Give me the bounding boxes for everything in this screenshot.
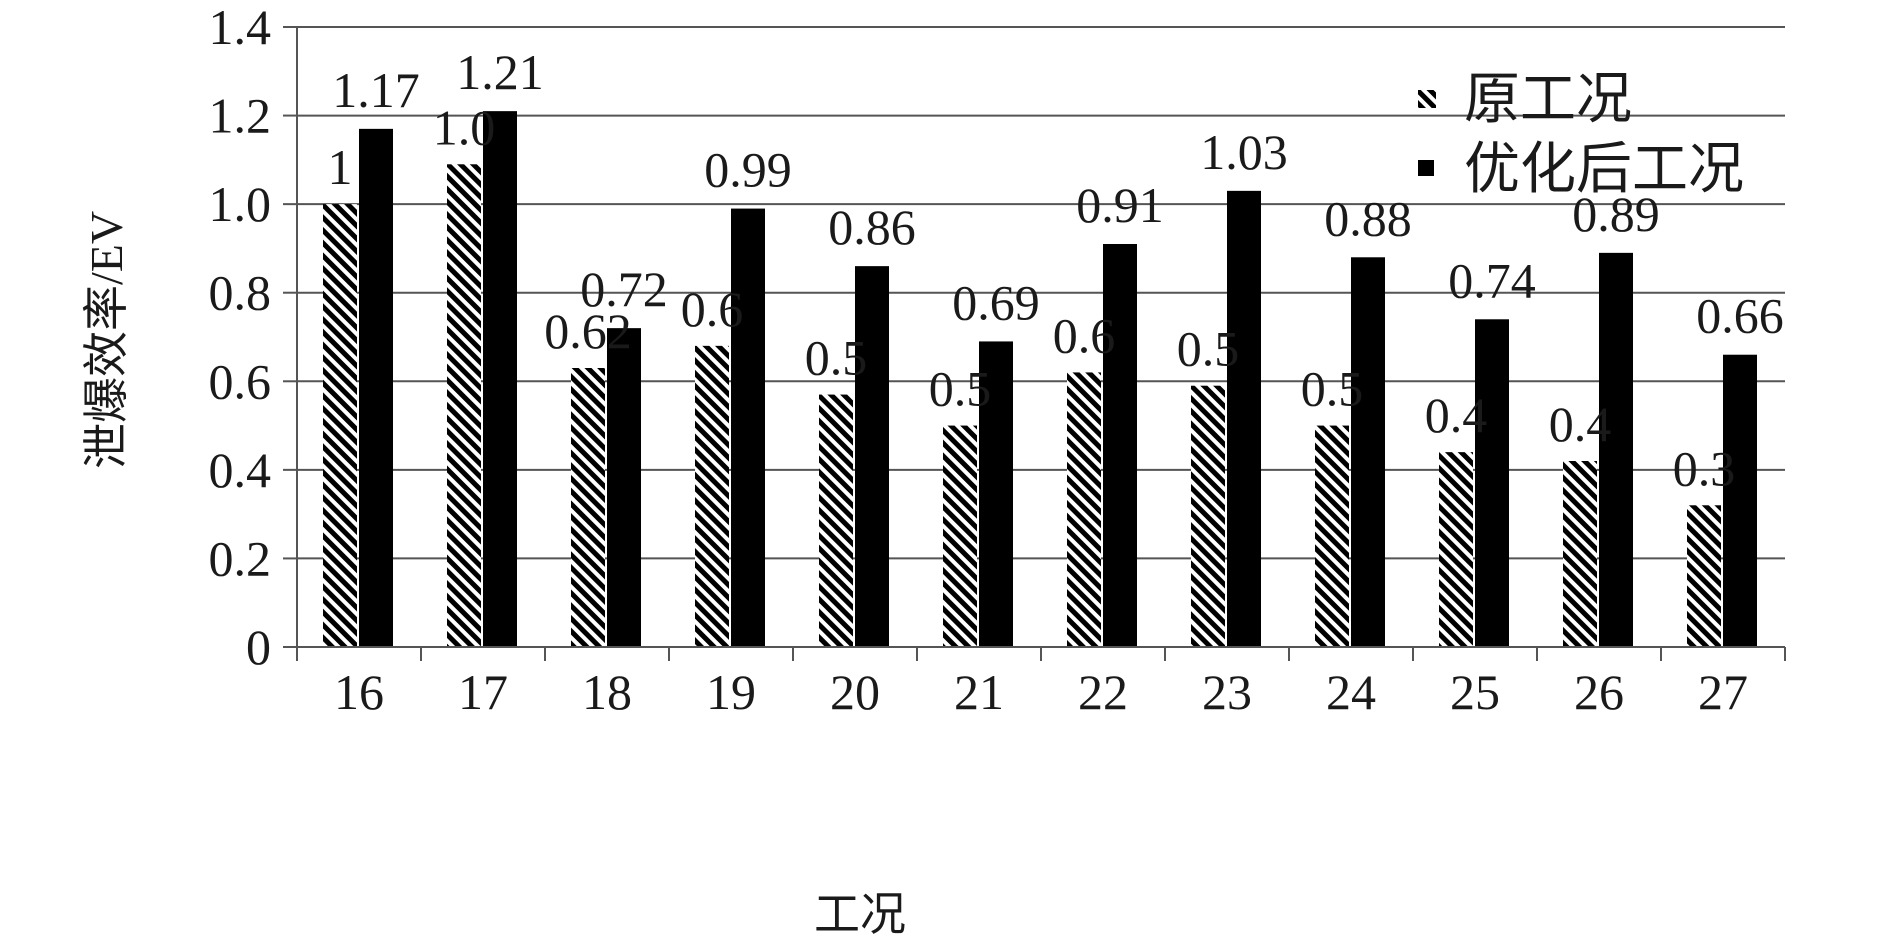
legend-label-optimized: 优化后工况	[1464, 139, 1744, 201]
y-axis-title: 泄爆效率/EV	[81, 211, 132, 469]
legend-swatch-original	[1418, 90, 1436, 108]
bar-optimized	[1351, 257, 1385, 647]
bar-original	[1067, 372, 1101, 647]
x-tick-label: 23	[1202, 664, 1252, 720]
data-labels-layer: 11.171.01.210.620.72 0.60.990.50.860.50.6…	[328, 44, 1784, 496]
x-tick-label: 18	[582, 664, 632, 720]
data-label-original: 0.5	[1177, 321, 1240, 377]
data-label-original: 0.62	[544, 303, 632, 359]
data-label-original: 1	[328, 139, 353, 195]
data-label-original: 1.0	[433, 99, 496, 155]
x-tick-label: 27	[1698, 664, 1748, 720]
data-label-original: 0.5	[929, 361, 992, 417]
legend-swatch-optimized	[1418, 160, 1434, 176]
bar-optimized	[607, 328, 641, 647]
bar-original	[819, 394, 853, 647]
bar-original	[1191, 385, 1225, 647]
y-tick-label: 0	[246, 619, 271, 675]
data-label-optimized: 0.69	[952, 274, 1040, 330]
data-label-optimized: 1.17	[332, 62, 420, 118]
bar-optimized	[855, 266, 889, 647]
bar-original	[1563, 461, 1597, 647]
bar-optimized	[1227, 190, 1261, 647]
bar-original	[571, 368, 605, 647]
bar-optimized	[359, 128, 393, 647]
x-tick-label: 22	[1078, 664, 1128, 720]
data-label-original: 0.6	[681, 281, 744, 337]
y-tick-label: 0.8	[209, 265, 272, 321]
y-tick-label: 0.4	[209, 442, 272, 498]
x-tick-label: 21	[954, 664, 1004, 720]
data-label-original: 0.4	[1549, 396, 1612, 452]
x-tick-label: 25	[1450, 664, 1500, 720]
data-label-optimized: 0.86	[828, 199, 916, 255]
x-tick-label: 26	[1574, 664, 1624, 720]
data-label-optimized: 0.89	[1572, 186, 1660, 242]
data-label-optimized: 0.88	[1324, 190, 1412, 246]
bar-optimized	[1723, 354, 1757, 647]
data-label-optimized: 1.21	[456, 44, 544, 100]
x-axis-title: 工况	[814, 889, 906, 940]
data-label-original: 0.3	[1673, 440, 1736, 496]
bars-layer	[323, 111, 1757, 648]
data-label-original: 0.5	[805, 330, 868, 386]
bar-original	[1439, 452, 1473, 647]
bar-original	[695, 345, 729, 647]
bar-original	[323, 204, 357, 647]
bar-original	[1687, 505, 1721, 647]
data-label-optimized: 0.99	[704, 142, 792, 198]
bar-original	[943, 425, 977, 647]
axis-layer: 0 0.2 0.4 0.6 0.8 1.0 1.2 1.4 16 17 18 19 20 21 22 23 24…	[209, 0, 1786, 720]
bar-optimized	[1599, 252, 1633, 647]
bar-original	[1315, 425, 1349, 647]
legend-label-original: 原工况	[1464, 69, 1632, 131]
bar-optimized	[979, 341, 1013, 647]
data-label-original: 0.6	[1053, 307, 1116, 363]
bar-optimized	[1103, 244, 1137, 647]
data-label-original: 0.4	[1425, 387, 1488, 443]
grid-layer	[297, 26, 1785, 560]
x-tick-label: 17	[458, 664, 508, 720]
data-label-optimized: 0.72	[580, 261, 668, 317]
y-tick-label: 1.2	[209, 88, 272, 144]
bar-optimized	[731, 208, 765, 648]
x-tick-label: 16	[334, 664, 384, 720]
data-label-original: 0.5	[1301, 361, 1364, 417]
data-label-optimized: 0.74	[1448, 252, 1536, 308]
y-tick-label: 1.0	[209, 176, 272, 232]
data-label-optimized: 0.66	[1696, 288, 1784, 344]
data-label-optimized: 0.91	[1076, 177, 1164, 233]
y-tick-label: 1.4	[209, 0, 272, 55]
x-tick-label: 24	[1326, 664, 1376, 720]
y-tick-label: 0.2	[209, 530, 272, 586]
bar-original	[447, 164, 481, 648]
x-tick-label: 20	[830, 664, 880, 720]
x-tick-label: 19	[706, 664, 756, 720]
y-tick-label: 0.6	[209, 353, 272, 409]
bar-optimized	[483, 111, 517, 647]
bar-optimized	[1475, 319, 1509, 647]
data-label-optimized: 1.03	[1200, 124, 1288, 180]
